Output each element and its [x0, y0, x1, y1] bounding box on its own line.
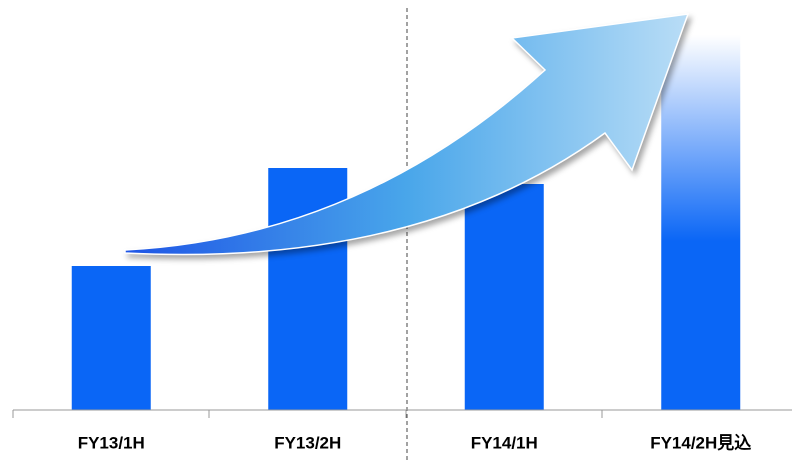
bar	[661, 35, 741, 410]
x-tick-label: FY14/1H	[471, 433, 538, 452]
x-tick-label: FY13/1H	[78, 433, 145, 452]
x-tick-label: FY13/2H	[274, 433, 341, 452]
growth-arrow	[124, 13, 690, 256]
x-tick-label: FY14/2H見込	[650, 433, 751, 452]
bar	[71, 266, 151, 410]
x-axis	[12, 409, 792, 418]
bar	[464, 184, 544, 410]
